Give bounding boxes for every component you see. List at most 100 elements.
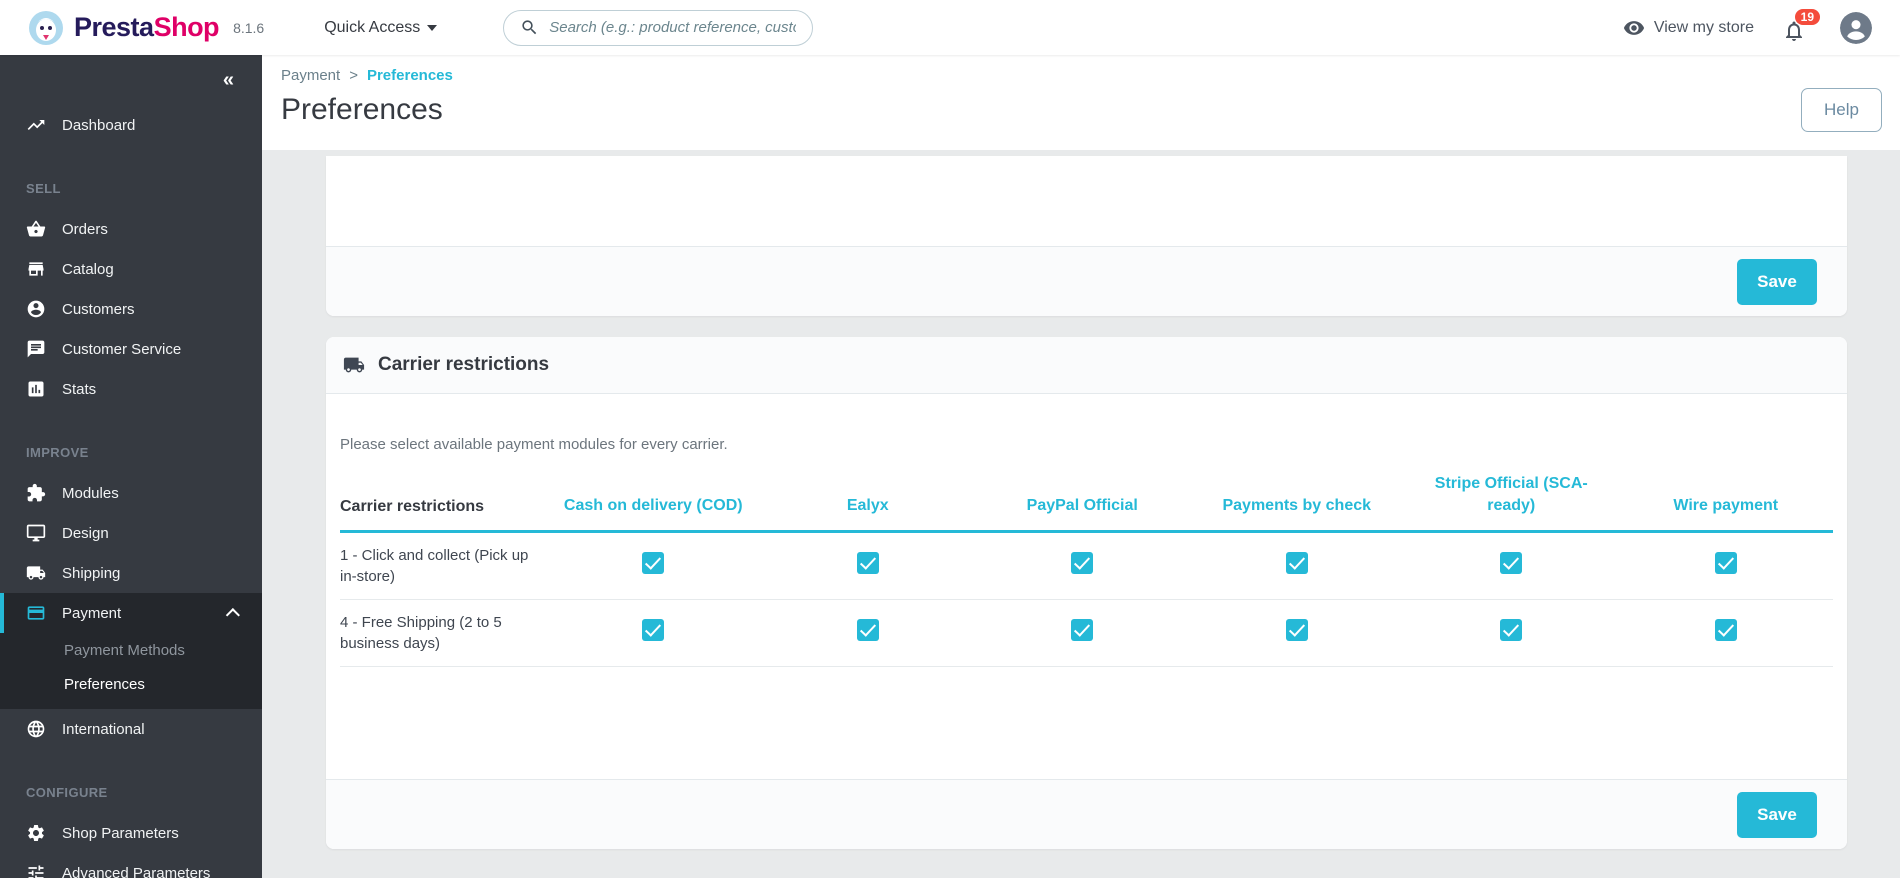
design-monitor-icon xyxy=(26,524,46,542)
notification-count-badge: 19 xyxy=(1794,8,1820,25)
sidebar-subitem-preferences[interactable]: Preferences xyxy=(0,667,262,701)
search-input[interactable] xyxy=(549,19,797,36)
carrier1-check-checkbox[interactable] xyxy=(1285,552,1308,575)
carrier4-cod-checkbox[interactable] xyxy=(642,619,665,642)
sidebar-collapse-button[interactable]: « xyxy=(0,55,262,105)
sidebar-item-stats[interactable]: Stats xyxy=(0,369,262,409)
table-row: 4 - Free Shipping (2 to 5 business days) xyxy=(340,600,1833,667)
shop-parameters-gear-icon xyxy=(28,825,44,841)
carrier4-check-checkbox[interactable] xyxy=(1285,619,1308,642)
breadcrumb-separator: > xyxy=(349,67,358,84)
carrier1-stripe-checkbox[interactable] xyxy=(1500,552,1523,575)
sidebar-item-international[interactable]: International xyxy=(0,709,262,749)
carrier-restrictions-panel: Carrier restrictions Please select avail… xyxy=(326,337,1847,849)
submenu-label: Preferences xyxy=(64,675,145,693)
sidebar-item-advanced-parameters[interactable]: Advanced Parameters xyxy=(0,853,262,878)
carrier-name: 1 - Click and collect (Pick up in-store) xyxy=(340,547,529,586)
collapse-icon: « xyxy=(222,68,234,91)
sidebar-item-label: Customer Service xyxy=(62,340,182,358)
dashboard-trending-icon xyxy=(27,120,45,130)
submenu-label: Payment Methods xyxy=(64,641,185,659)
version-label: 8.1.6 xyxy=(233,19,265,36)
column-header-wire: Wire payment xyxy=(1673,496,1779,514)
save-button[interactable]: Save xyxy=(1737,258,1817,305)
carrier4-stripe-checkbox[interactable] xyxy=(1500,619,1523,642)
top-panel: Save xyxy=(326,156,1847,316)
carrier1-wire-checkbox[interactable] xyxy=(1714,552,1737,575)
carrier-panel-footer: Save xyxy=(326,779,1847,849)
sidebar-item-orders[interactable]: Orders xyxy=(0,209,262,249)
sidebar-item-label: Dashboard xyxy=(62,116,136,134)
payment-active-group: Payment Payment Methods Preferences xyxy=(0,593,262,709)
sidebar-item-modules[interactable]: Modules xyxy=(0,473,262,513)
breadcrumb: Payment > Preferences xyxy=(281,67,1882,84)
carrier4-paypal-checkbox[interactable] xyxy=(1071,619,1094,642)
international-globe-icon xyxy=(27,720,45,738)
column-header-paypal: PayPal Official xyxy=(1026,496,1138,514)
page-title: Preferences xyxy=(281,93,443,126)
customer-service-chat-icon xyxy=(27,340,45,358)
sidebar-subitem-payment-methods[interactable]: Payment Methods xyxy=(0,633,262,667)
save-button[interactable]: Save xyxy=(1737,791,1817,838)
sidebar-nav: « Dashboard SELL Orders Catalog Customer… xyxy=(0,55,262,878)
payment-card-icon xyxy=(27,606,45,620)
quick-access-dropdown[interactable]: Quick Access xyxy=(324,19,438,37)
sidebar-item-label: Stats xyxy=(62,380,97,398)
breadcrumb-parent: Payment xyxy=(281,67,341,84)
column-header-stripe: Stripe Official (SCA-ready) xyxy=(1434,475,1588,514)
carrier-panel-header: Carrier restrictions xyxy=(326,337,1847,394)
eye-icon xyxy=(1623,20,1644,35)
sidebar-item-customer-service[interactable]: Customer Service xyxy=(0,329,262,369)
breadcrumb-current[interactable]: Preferences xyxy=(366,67,453,84)
column-header-check: Payments by check xyxy=(1222,496,1372,514)
carrier1-cod-checkbox[interactable] xyxy=(642,552,665,575)
sidebar-item-payment[interactable]: Payment xyxy=(0,593,262,633)
stats-chart-icon xyxy=(28,381,44,397)
sidebar-item-label: International xyxy=(62,720,145,738)
view-my-store-label: View my store xyxy=(1653,18,1754,36)
search-icon xyxy=(522,20,537,35)
main-area: Payment > Preferences Preferences Help S… xyxy=(262,55,1900,878)
sidebar-item-label: Design xyxy=(62,524,109,542)
sidebar-item-customers[interactable]: Customers xyxy=(0,289,262,329)
carrier-name: 4 - Free Shipping (2 to 5 business days) xyxy=(340,614,502,653)
catalog-store-icon xyxy=(28,262,44,276)
sidebar-item-label: Customers xyxy=(62,300,135,318)
carrier-panel-title: Carrier restrictions xyxy=(378,354,550,375)
prestashop-logo[interactable]: PrestaShop 8.1.6 xyxy=(0,10,282,46)
sidebar-section-configure: CONFIGURE xyxy=(26,785,108,800)
customers-person-icon xyxy=(27,300,45,318)
carrier-restrictions-table: Carrier restrictions Cash on delivery (C… xyxy=(340,473,1833,667)
top-bar: PrestaShop 8.1.6 Quick Access View my st… xyxy=(0,0,1900,55)
table-row: 1 - Click and collect (Pick up in-store) xyxy=(340,532,1833,600)
help-button[interactable]: Help xyxy=(1801,88,1882,132)
notifications-button[interactable]: 19 xyxy=(1782,8,1820,45)
sidebar-item-catalog[interactable]: Catalog xyxy=(0,249,262,289)
user-avatar[interactable] xyxy=(1840,11,1872,44)
carrier-panel-description: Please select available payment modules … xyxy=(340,436,728,453)
shipping-truck-icon xyxy=(26,566,46,580)
sidebar-item-label: Shop Parameters xyxy=(62,824,179,842)
carrier4-ealyx-checkbox[interactable] xyxy=(856,619,879,642)
advanced-parameters-sliders-icon xyxy=(28,865,44,878)
sidebar-item-label: Modules xyxy=(62,484,119,502)
bell-icon xyxy=(1786,21,1802,41)
truck-icon xyxy=(343,357,365,373)
sidebar-item-shop-parameters[interactable]: Shop Parameters xyxy=(0,813,262,853)
sidebar-section-sell: SELL xyxy=(26,181,61,196)
view-my-store-link[interactable]: View my store xyxy=(1623,17,1754,39)
carrier-panel-body: Please select available payment modules … xyxy=(326,394,1847,779)
carrier1-paypal-checkbox[interactable] xyxy=(1071,552,1094,575)
sidebar-item-shipping[interactable]: Shipping xyxy=(0,553,262,593)
chevron-up-icon xyxy=(225,608,240,623)
sidebar-item-label: Catalog xyxy=(62,260,114,278)
carrier4-wire-checkbox[interactable] xyxy=(1714,619,1737,642)
sidebar-item-dashboard[interactable]: Dashboard xyxy=(0,105,262,145)
top-panel-body xyxy=(326,156,1847,246)
carrier1-ealyx-checkbox[interactable] xyxy=(856,552,879,575)
sidebar-item-label: Shipping xyxy=(62,564,121,582)
global-search xyxy=(503,9,814,46)
sidebar-item-design[interactable]: Design xyxy=(0,513,262,553)
column-header-ealyx: Ealyx xyxy=(846,496,889,514)
modules-puzzle-icon xyxy=(27,483,46,502)
